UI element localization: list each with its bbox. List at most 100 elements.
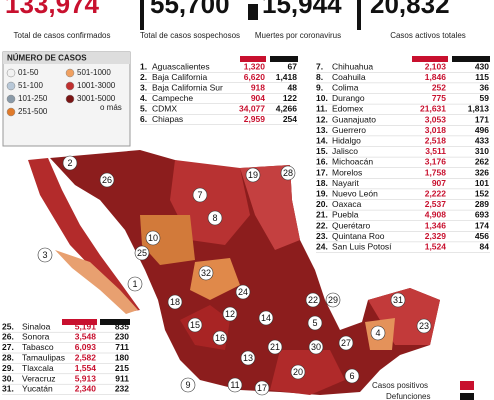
deaths-value: 122: [283, 93, 297, 103]
cases-value: 4,908: [425, 210, 447, 220]
cases-header: [240, 56, 266, 62]
map-label: 23: [419, 321, 429, 331]
map-region: [50, 150, 440, 395]
deaths-value: 289: [475, 199, 489, 209]
map-marker: [344, 368, 360, 384]
deaths-value: 101: [475, 178, 489, 188]
deaths-value: 911: [115, 373, 129, 383]
map-label: 30: [311, 342, 321, 352]
state-name: Morelos: [332, 167, 362, 177]
cases-value: 2,103: [425, 61, 447, 71]
cases-value: 34,077: [239, 103, 265, 113]
map-label: 13: [243, 353, 253, 363]
state-name: Tabasco: [22, 342, 54, 352]
row-rank: 10.: [316, 93, 328, 103]
state-name: Coahuila: [332, 72, 366, 82]
key-label: Defunciones: [386, 392, 430, 400]
row-rank: 11.: [316, 104, 327, 114]
state-name: Querétaro: [332, 220, 371, 230]
deaths-header: [452, 56, 490, 62]
cases-value: 1,758: [425, 167, 447, 177]
header-bg: [0, 0, 494, 46]
row-rank: 14.: [316, 135, 328, 145]
map-label: 6: [349, 371, 354, 381]
deaths-value: 67: [288, 61, 298, 71]
row-rank: 7.: [316, 61, 323, 71]
cases-value: 5,191: [75, 321, 97, 331]
cases-value: 2,518: [425, 135, 447, 145]
cases-value: 252: [432, 82, 446, 92]
divider: [357, 0, 361, 30]
map-region: [140, 215, 195, 265]
state-name: Tlaxcala: [22, 363, 54, 373]
cases-value: 2,340: [75, 384, 97, 394]
map-label: 28: [283, 168, 293, 178]
row-rank: 20.: [316, 199, 328, 209]
stat-value: 15,944: [262, 0, 342, 19]
cases-value: 3,511: [425, 146, 446, 156]
legend-swatch: [6, 68, 16, 78]
map-marker: [245, 167, 261, 183]
row-rank: 16.: [316, 157, 328, 167]
cases-value: 3,018: [425, 125, 447, 135]
map-label: 14: [261, 313, 271, 323]
deaths-value: 693: [475, 210, 489, 220]
map-region: [270, 350, 345, 395]
cases-header: [412, 56, 448, 62]
stat-value: 55,700: [150, 0, 230, 19]
cases-value: 2,959: [244, 114, 266, 124]
deaths-value: 171: [475, 114, 489, 124]
map-marker: [308, 339, 324, 355]
map-marker: [198, 265, 214, 281]
divider: [140, 0, 144, 30]
cases-value: 3,053: [425, 114, 447, 124]
row-rank: 26.: [2, 332, 14, 342]
deaths-value: 48: [288, 82, 298, 92]
map-label: 22: [308, 295, 318, 305]
row-rank: 21.: [316, 210, 328, 220]
deaths-value: 262: [475, 157, 489, 167]
cases-value: 2,582: [75, 352, 97, 362]
legend-label: 3001-5000: [77, 94, 116, 103]
map-marker: [134, 245, 150, 261]
cases-value: 2,329: [425, 231, 447, 241]
map-label: 31: [393, 295, 403, 305]
map-marker: [280, 165, 296, 181]
deaths-value: 174: [475, 220, 489, 230]
row-rank: 2.: [140, 72, 147, 82]
map-marker: [307, 315, 323, 331]
state-name: Colima: [332, 82, 359, 92]
map-marker: [267, 339, 283, 355]
map-label: 9: [185, 380, 190, 390]
state-name: Durango: [332, 93, 365, 103]
map-marker: [416, 318, 432, 334]
legend-label: 251-500: [18, 107, 48, 116]
cases-value: 2,222: [425, 188, 447, 198]
state-name: Veracruz: [22, 373, 56, 383]
row-rank: 17.: [316, 167, 328, 177]
deaths-value: 215: [115, 363, 129, 373]
map-marker: [212, 330, 228, 346]
map-marker: [325, 292, 341, 308]
map-label: 16: [215, 333, 225, 343]
legend-note: o más: [100, 103, 122, 112]
legend-label: 01-50: [18, 68, 39, 77]
state-name: Campeche: [152, 93, 193, 103]
map-label: 25: [137, 248, 147, 258]
map-label: 11: [230, 380, 239, 390]
state-name: Guanajuato: [332, 114, 376, 124]
row-rank: 22.: [316, 220, 328, 230]
map-marker: [390, 292, 406, 308]
map-label: 4: [375, 328, 380, 338]
stat-value: 133,974: [5, 0, 100, 19]
table-bg: [0, 318, 132, 400]
legend-swatch: [6, 107, 16, 117]
table-bg: [313, 54, 492, 262]
state-name: Tamaulipas: [22, 352, 65, 362]
map-label: 1: [132, 279, 137, 289]
deaths-value: 180: [115, 352, 129, 362]
map-label: 12: [225, 309, 235, 319]
deaths-value: 496: [475, 125, 489, 135]
deaths-value: 232: [115, 384, 129, 394]
map-label: 2: [67, 158, 72, 168]
